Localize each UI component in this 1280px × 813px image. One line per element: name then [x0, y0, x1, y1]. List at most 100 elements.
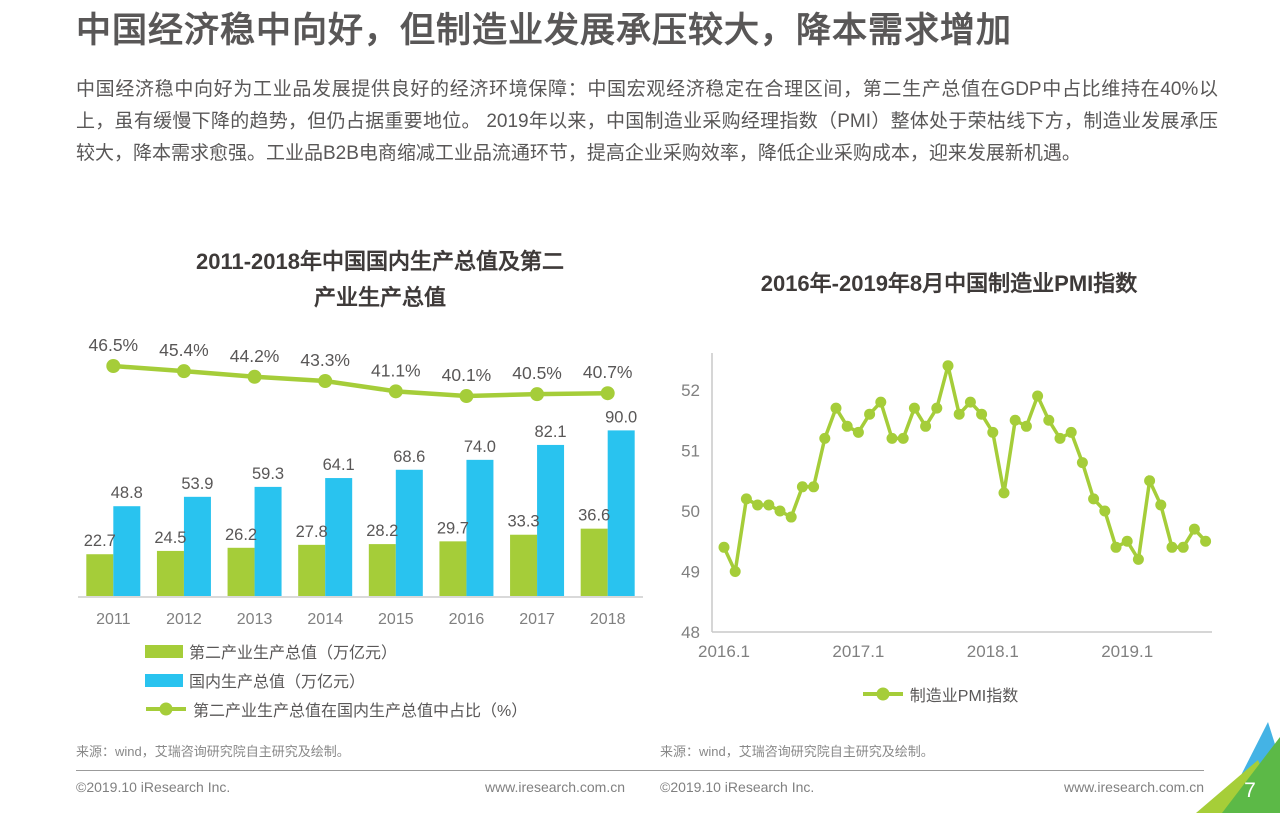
pmi-line — [722, 365, 1207, 578]
pmi-data-point — [987, 426, 999, 438]
x-axis-label: 2012 — [166, 611, 202, 628]
bar-value-label: 74.0 — [464, 438, 496, 456]
pmi-data-point — [774, 505, 786, 517]
share-line-point — [459, 389, 474, 404]
share-line-point — [106, 359, 121, 373]
pmi-data-point — [830, 402, 842, 414]
x-axis-label: 2017 — [519, 611, 555, 628]
bar-secondary-industry — [580, 528, 608, 596]
share-value-label: 44.2% — [230, 346, 280, 366]
share-value-label: 46.5% — [89, 335, 139, 355]
share-line-point — [600, 386, 615, 401]
website-left: www.iresearch.com.cn — [484, 779, 625, 795]
bar-gdp — [113, 506, 141, 596]
pmi-data-point — [931, 402, 943, 414]
x-axis-label: 2011 — [96, 611, 131, 628]
legend-item-pmi: 制造业PMI指数 — [862, 682, 1018, 706]
share-value-label: 40.7% — [583, 362, 633, 382]
legend-item-share-line: 第二产业生产总值在国内生产总值中占比（%） — [145, 697, 527, 721]
pmi-data-point — [1121, 535, 1133, 547]
bar-secondary-industry — [298, 544, 326, 596]
pmi-data-point — [875, 396, 887, 408]
bar-gdp — [325, 478, 353, 596]
bar-secondary-industry — [510, 534, 538, 596]
bar-gdp — [183, 496, 211, 596]
share-value-label: 45.4% — [159, 340, 209, 360]
y-axis-label: 49 — [681, 563, 700, 582]
pmi-data-point — [1144, 475, 1156, 487]
bar-value-label: 29.7 — [437, 519, 469, 537]
pmi-data-point — [763, 499, 775, 511]
pmi-data-point — [796, 481, 808, 493]
pmi-data-point — [1099, 505, 1111, 517]
pmi-data-point — [920, 420, 932, 432]
share-value-label: 41.1% — [371, 360, 421, 380]
pmi-data-point — [864, 408, 876, 420]
pmi-data-point — [1155, 499, 1167, 511]
bar-secondary-industry — [368, 544, 396, 596]
bar-value-label: 53.9 — [181, 475, 213, 493]
bar-gdp — [395, 469, 423, 596]
share-value-label: 40.1% — [442, 365, 492, 385]
pmi-data-point — [819, 432, 831, 444]
x-axis-label: 2016.1 — [698, 642, 750, 661]
pmi-data-point — [1188, 523, 1200, 535]
pmi-data-point — [942, 360, 954, 372]
bar-value-label: 36.6 — [578, 507, 610, 525]
pmi-data-point — [841, 420, 853, 432]
pmi-data-point — [908, 402, 920, 414]
x-axis-label: 2017.1 — [832, 642, 884, 661]
pmi-data-point — [718, 541, 730, 553]
pmi-data-point — [897, 432, 909, 444]
gdp-chart-title-line1: 2011-2018年中国国内生产总值及第二 — [196, 249, 564, 274]
pmi-data-point — [886, 432, 898, 444]
bar-value-label: 24.5 — [154, 529, 186, 547]
bar-gdp — [466, 459, 494, 596]
pmi-data-point — [1043, 414, 1055, 426]
bar-gdp — [537, 444, 565, 596]
y-axis-label: 50 — [681, 502, 700, 521]
page-title: 中国经济稳中向好，但制造业发展承压较大，降本需求增加 — [76, 11, 1013, 50]
pmi-data-point — [1132, 553, 1144, 565]
bar-value-label: 28.2 — [366, 522, 398, 540]
y-axis-label: 48 — [681, 623, 700, 642]
source-note-right: 来源：wind，艾瑞咨询研究院自主研究及绘制。 — [660, 744, 934, 759]
pmi-data-point — [1032, 390, 1044, 402]
website-right: www.iresearch.com.cn — [1063, 779, 1204, 795]
corner-triangle-green-icon — [1222, 737, 1280, 813]
legend-label: 第二产业生产总值在国内生产总值中占比（%） — [193, 703, 528, 720]
gdp-chart-title-line2: 产业生产总值 — [313, 285, 446, 310]
bar-value-label: 90.0 — [605, 408, 637, 426]
bar-secondary-industry — [439, 541, 467, 596]
bar-value-label: 33.3 — [508, 513, 540, 531]
bar-secondary-industry — [86, 554, 114, 596]
bar-value-label: 26.2 — [225, 526, 257, 544]
bar-value-label: 82.1 — [535, 423, 567, 441]
source-note-left: 来源：wind，艾瑞咨询研究院自主研究及绘制。 — [76, 744, 350, 759]
bar-secondary-industry — [227, 547, 255, 596]
x-axis-label: 2019.1 — [1101, 642, 1153, 661]
legend-label: 第二产业生产总值（万亿元） — [189, 645, 398, 662]
pmi-data-point — [964, 396, 976, 408]
pmi-data-point — [1054, 432, 1066, 444]
pmi-data-point — [852, 426, 864, 438]
bar-value-label: 68.6 — [393, 448, 425, 466]
y-axis-label: 51 — [681, 442, 700, 461]
legend-item-gdp: 国内生产总值（万亿元） — [145, 668, 527, 692]
bar-value-label: 22.7 — [84, 532, 116, 550]
pmi-data-point — [953, 408, 965, 420]
gdp-chart-canvas: 22.7 48.8 2011 24.5 53.9 2012 26.2 59.3 2013 27.8… — [78, 335, 643, 628]
corner-decoration: 7 — [1196, 722, 1280, 813]
pmi-data-point — [976, 408, 988, 420]
legend-label: 国内生产总值（万亿元） — [189, 674, 366, 691]
share-line-point — [530, 387, 545, 402]
share-line-point — [176, 364, 191, 379]
copyright-left: ©2019.10 iResearch Inc. — [76, 779, 231, 795]
pmi-data-point — [1009, 414, 1021, 426]
pmi-data-point — [740, 493, 752, 505]
x-axis-label: 2016 — [449, 611, 485, 628]
pmi-data-point — [1065, 426, 1077, 438]
pmi-data-point — [752, 499, 764, 511]
x-axis-label: 2018 — [590, 611, 626, 628]
